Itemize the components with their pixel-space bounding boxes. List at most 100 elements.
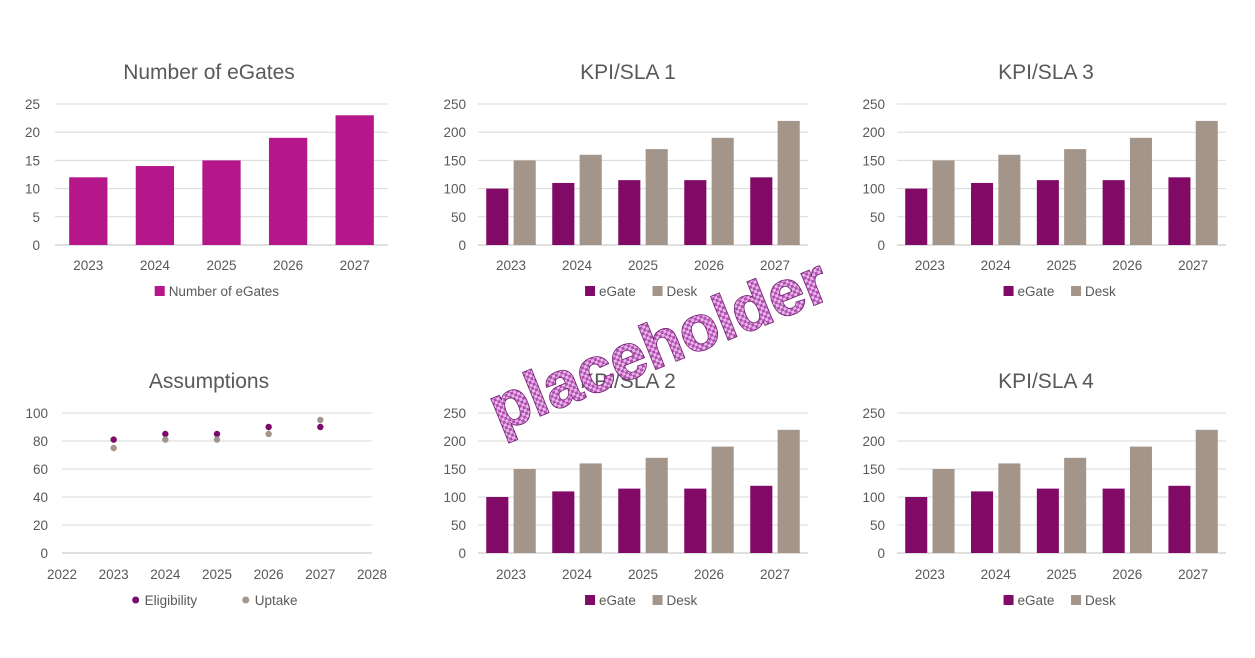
x-tick-label: 2024 [981,567,1012,582]
y-tick-label: 0 [877,546,885,561]
y-tick-label: 200 [443,125,466,140]
x-tick-label: 2027 [760,567,790,582]
legend-swatch-desk [1071,286,1082,296]
bar-egate-2024 [971,491,994,553]
y-tick-label: 150 [862,153,885,168]
bar-egate-2025 [618,488,641,553]
legend-swatch-egate [585,595,596,605]
y-tick-label: 150 [862,462,885,477]
x-tick-label: 2026 [254,567,284,582]
x-tick-label: 2022 [47,567,77,582]
x-tick-label: 2025 [1046,258,1076,273]
x-tick-label: 2026 [1112,258,1142,273]
y-tick-label: 200 [443,434,466,449]
legend-swatch-number-of-egates [154,286,165,296]
y-tick-label: 250 [443,97,466,112]
y-tick-label: 100 [25,406,48,421]
y-tick-label: 0 [40,546,48,561]
y-tick-label: 0 [32,238,40,253]
y-tick-label: 50 [451,210,466,225]
bar-desk-2024 [998,463,1021,553]
legend-label-egate: eGate [1018,284,1055,299]
y-tick-label: 20 [25,125,40,140]
chart-title-number-of-egates: Number of eGates [123,61,295,84]
point-eligibility-2025 [213,430,221,438]
bar-desk-2027 [777,429,800,553]
y-tick-label: 10 [25,182,40,197]
bar-egate-2024 [552,491,575,553]
x-tick-label: 2027 [1178,567,1208,582]
bar-desk-2026 [711,446,734,553]
x-tick-label: 2025 [628,258,658,273]
chart-title-kpi-sla-2: KPI/SLA 2 [580,370,676,393]
point-eligibility-2023 [110,436,117,443]
x-tick-label: 2024 [562,258,593,273]
y-tick-label: 20 [33,518,48,533]
bar-egate-2023 [905,188,928,245]
bar-desk-2025 [645,457,668,553]
point-eligibility-2027 [317,423,324,431]
legend-label-egate: eGate [599,593,636,608]
y-tick-label: 250 [862,97,885,112]
y-tick-label: 15 [25,153,40,168]
y-tick-label: 150 [443,153,466,168]
bar-egate-2023 [905,497,928,553]
legend-label-desk: Desk [1085,593,1116,608]
x-tick-label: 2026 [273,258,303,273]
y-tick-label: 0 [458,546,466,561]
bar-egate-2025 [1036,180,1059,245]
legend-marker-uptake [242,596,250,604]
bar-number-of-egates-2024 [135,166,175,245]
y-tick-label: 50 [870,210,885,225]
bar-desk-2025 [1064,457,1087,553]
point-uptake-2024 [162,436,169,443]
bar-desk-2023 [513,160,536,245]
bar-egate-2027 [750,177,773,245]
x-tick-label: 2024 [981,258,1012,273]
point-uptake-2025 [213,436,221,443]
bar-egate-2024 [971,182,994,245]
bar-desk-2026 [711,137,734,245]
bar-desk-2027 [1195,429,1218,553]
bar-egate-2026 [684,488,707,553]
y-tick-label: 0 [877,238,885,253]
x-tick-label: 2024 [562,567,593,582]
x-tick-label: 2027 [760,258,790,273]
x-tick-label: 2027 [305,567,335,582]
legend-label-desk: Desk [667,284,698,299]
legend-swatch-egate [1003,595,1014,605]
bar-desk-2025 [1064,149,1087,245]
legend-label-uptake: Uptake [255,593,298,608]
bar-egate-2025 [618,180,641,245]
chart-2: KPI/SLA 3 250 200 150 100 50 0 2023 2024 2025 2026… [862,61,1226,299]
x-tick-label: 2023 [915,258,945,273]
x-tick-label: 2025 [628,567,658,582]
legend-marker-eligibility [132,596,140,604]
y-tick-label: 0 [458,238,466,253]
y-tick-label: 100 [862,182,885,197]
bar-desk-2027 [1195,120,1218,245]
x-tick-label: 2026 [1112,567,1142,582]
bar-egate-2027 [1168,177,1191,245]
y-tick-label: 250 [443,406,466,421]
bar-desk-2027 [777,120,800,245]
bar-desk-2024 [579,154,602,245]
bar-desk-2024 [579,463,602,553]
y-tick-label: 60 [33,462,48,477]
y-tick-label: 100 [443,490,466,505]
y-tick-label: 5 [32,210,40,225]
point-uptake-2023 [110,444,117,452]
chart-title-kpi-sla-1: KPI/SLA 1 [580,61,676,84]
bar-egate-2023 [486,188,509,245]
y-tick-label: 100 [862,490,885,505]
y-tick-label: 200 [862,434,885,449]
x-tick-label: 2027 [340,258,370,273]
bar-egate-2025 [1036,488,1059,553]
bar-egate-2023 [486,497,509,553]
x-tick-label: 2024 [140,258,171,273]
bar-desk-2026 [1129,137,1152,245]
bar-egate-2027 [1168,485,1191,553]
bar-egate-2026 [1102,180,1125,245]
x-tick-label: 2023 [496,258,526,273]
legend-label-egate: eGate [1018,593,1055,608]
